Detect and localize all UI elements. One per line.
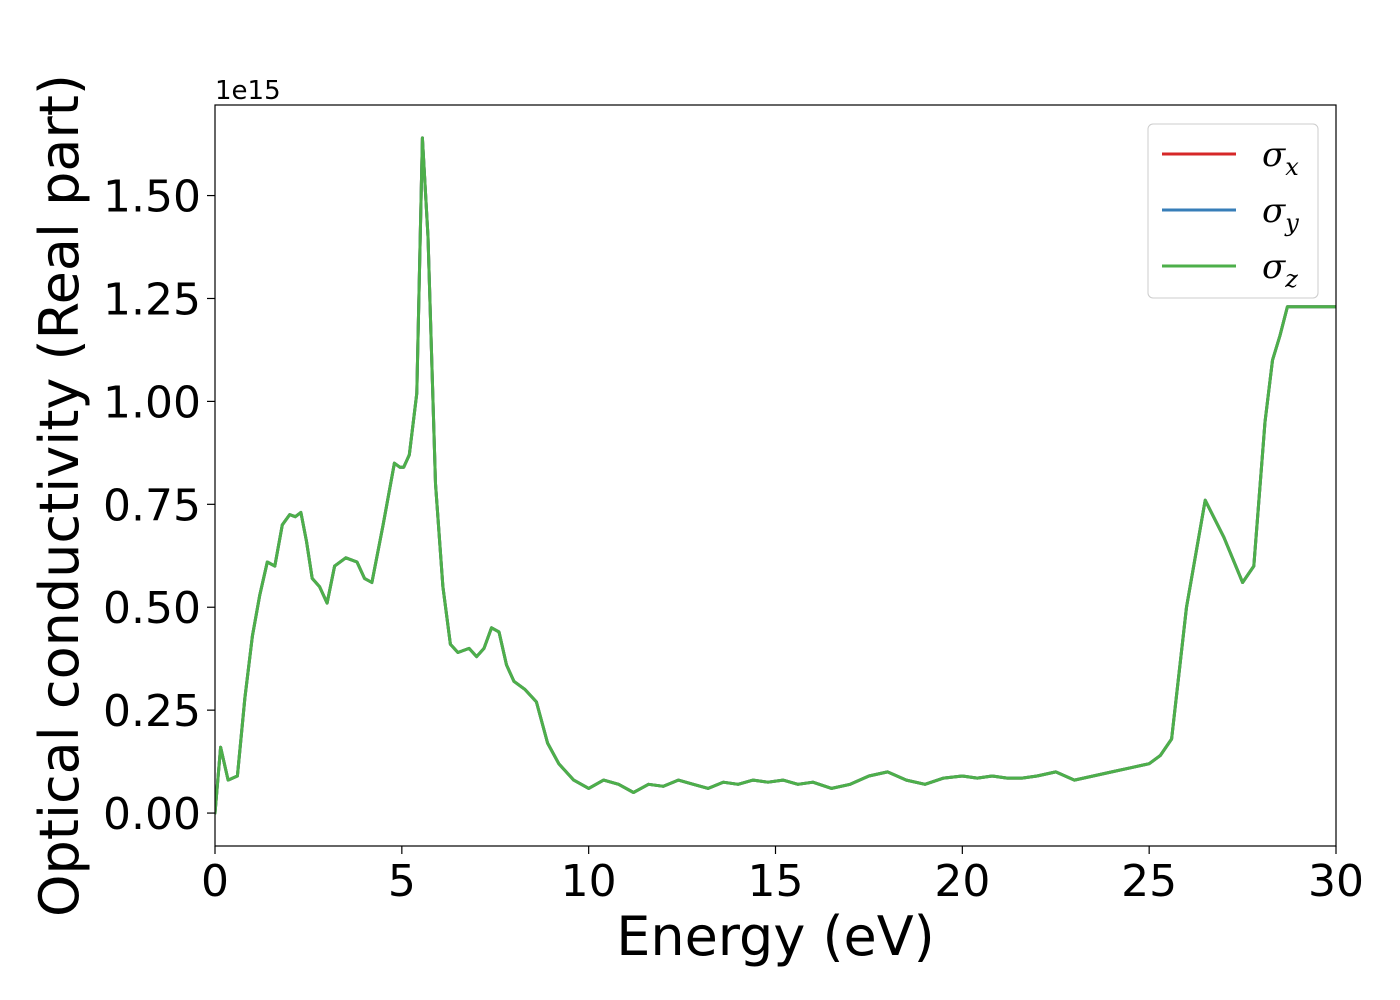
legend-label-z: σz bbox=[1262, 247, 1298, 293]
x-axis-ticks: 0 5 10 15 20 25 30 bbox=[201, 846, 1364, 907]
x-axis-label: Energy (eV) bbox=[616, 905, 935, 968]
legend-items: σx σy σz bbox=[1162, 135, 1299, 293]
y-tick-label: 0.50 bbox=[103, 583, 201, 634]
x-tick-label: 30 bbox=[1308, 856, 1364, 907]
x-tick-label: 20 bbox=[934, 856, 990, 907]
y-tick-label: 0.00 bbox=[103, 789, 201, 840]
legend-label-y: σy bbox=[1262, 191, 1299, 237]
y-offset-label: 1e15 bbox=[215, 76, 281, 106]
y-tick-label: 1.00 bbox=[103, 377, 201, 428]
y-tick-label: 0.25 bbox=[103, 686, 201, 737]
y-axis-label: Optical conductivity (Real part) bbox=[28, 74, 91, 917]
x-tick-label: 10 bbox=[561, 856, 617, 907]
x-tick-label: 25 bbox=[1121, 856, 1177, 907]
y-tick-label: 0.75 bbox=[103, 480, 201, 531]
legend: σx σy σz bbox=[1147, 123, 1319, 299]
y-tick-label: 1.50 bbox=[103, 172, 201, 223]
y-tick-label: 1.25 bbox=[103, 274, 201, 325]
x-tick-label: 15 bbox=[748, 856, 804, 907]
series-line-z-2 bbox=[215, 136, 1336, 815]
y-axis-ticks: 0.00 0.25 0.50 0.75 1.00 1.25 1.50 bbox=[103, 172, 215, 840]
series-lines bbox=[215, 136, 1336, 815]
x-tick-label: 0 bbox=[201, 856, 229, 907]
x-tick-label: 5 bbox=[388, 856, 416, 907]
legend-label-x: σx bbox=[1262, 135, 1299, 181]
